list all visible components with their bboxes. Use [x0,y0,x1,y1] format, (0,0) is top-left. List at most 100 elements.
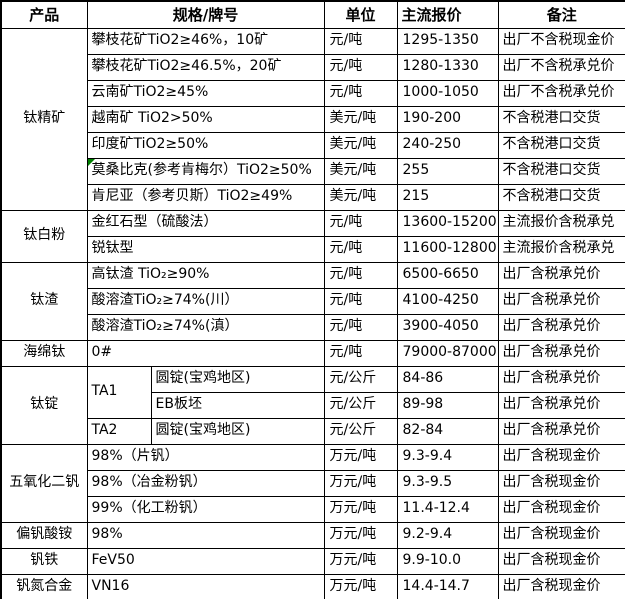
unit-cell-text: 元/吨 [329,240,363,257]
note-cell-text: 主流报价含税承兑 [502,214,615,231]
spec-cell: 圆锭(宝鸡地区) [150,365,325,393]
spec-cell: 莫桑比克(参考肯梅尔）TiO2≥50% [86,157,325,185]
spec-cell: 锐钛型 [86,235,325,263]
note-cell-text: 出厂含税承兑价 [502,396,601,413]
price-cell: 14.4-14.7 [396,573,499,599]
spec-cell-text: VN16 [91,578,130,595]
product-cell-text: 钛白粉 [23,227,66,244]
spec-cell: 肯尼亚（参考贝斯）TiO2≥49% [86,183,325,211]
price-cell-text: 14.4-14.7 [402,578,470,595]
note-cell: 出厂不含税承兑价 [497,79,625,107]
table-row: 攀枝花矿TiO2≥46.5%，20矿 元/吨 1280-1330 出厂不含税承兑价 [1,53,625,81]
spec-cell-text: 攀枝花矿TiO2≥46.5%，20矿 [91,58,282,75]
price-cell: 1280-1330 [396,53,499,81]
column-header-spec: 规格/牌号 [86,0,325,29]
note-cell: 出厂含税现金价 [497,573,625,599]
note-cell: 不含税港口交货 [497,105,625,133]
unit-cell: 美元/吨 [323,157,398,185]
note-cell: 主流报价含税承兑 [497,235,625,263]
table-header: 产品 规格/牌号 单位 主流报价 备注 [0,0,625,29]
unit-cell-text: 元/吨 [329,266,363,283]
grade-cell-text: TA1 [91,383,118,400]
unit-cell: 元/公斤 [323,365,398,393]
spec-cell: 云南矿TiO2≥45% [86,79,325,107]
note-cell: 出厂含税现金价 [497,495,625,523]
table-row: 钛白粉 金红石型（硫酸法） 元/吨 13600-15200 主流报价含税承兑 [0,209,625,263]
table-row: 99%（化工粉钒） 万元/吨 11.4-12.4 出厂含税现金价 [1,495,625,523]
unit-cell: 元/吨 [323,339,398,367]
note-cell-text: 不含税港口交货 [502,188,601,205]
spec-cell: 攀枝花矿TiO2≥46.5%，20矿 [86,53,325,81]
price-cell: 9.3-9.5 [396,469,499,497]
table-row: 云南矿TiO2≥45% 元/吨 1000-1050 出厂不含税承兑价 [1,79,625,107]
note-cell: 出厂含税承兑价 [497,365,625,393]
table-row: 酸溶渣TiO₂≥74%(川） 元/吨 4100-4250 出厂含税承兑价 [1,287,625,315]
table-row: 五氧化二钒 98%（片钒） 万元/吨 9.3-9.4 出厂含税现金价 [0,443,625,523]
spec-cell: 印度矿TiO2≥50% [86,131,325,159]
note-cell: 主流报价含税承兑 [497,209,625,237]
unit-cell-text: 元/吨 [329,344,363,361]
note-cell: 出厂含税承兑价 [497,417,625,445]
spec-cell-text: 高钛渣 TiO₂≥90% [91,266,210,283]
price-cell-text: 6500-6650 [402,266,479,283]
spec-cell: 越南矿 TiO2>50% [86,105,325,133]
unit-cell: 元/吨 [323,261,398,289]
price-cell-text: 9.2-9.4 [402,526,453,543]
spec-cell-text: 印度矿TiO2≥50% [91,136,209,153]
spec-cell: 金红石型（硫酸法） [86,209,325,237]
price-cell-text: 215 [402,188,430,205]
cell-corner-flag-icon [88,159,95,166]
price-cell-text: 190-200 [402,110,462,127]
price-cell: 1000-1050 [396,79,499,107]
price-cell: 11600-12800 [396,235,499,263]
price-cell-text: 3900-4050 [402,318,479,335]
price-cell-text: 240-250 [402,136,462,153]
price-cell-text: 255 [402,162,430,179]
unit-cell-text: 万元/吨 [329,552,377,569]
spec-cell-text: 莫桑比克(参考肯梅尔）TiO2≥50% [91,162,312,179]
spec-cell-text: 98%（冶金粉钒） [91,474,207,491]
note-cell-text: 出厂含税承兑价 [502,318,601,335]
price-cell: 4100-4250 [396,287,499,315]
table-row: 酸溶渣TiO₂≥74%(滇） 元/吨 3900-4050 出厂含税承兑价 [1,313,625,341]
spec-cell: 0# [86,339,325,367]
price-cell: 190-200 [396,105,499,133]
price-cell: 89-98 [396,391,499,419]
unit-cell: 美元/吨 [323,183,398,211]
spec-cell: 酸溶渣TiO₂≥74%(川） [86,287,325,315]
unit-cell: 元/吨 [323,313,398,341]
price-cell: 9.9-10.0 [396,547,499,575]
unit-cell-text: 万元/吨 [329,578,377,595]
unit-cell-text: 元/吨 [329,58,363,75]
price-cell-text: 4100-4250 [402,292,479,309]
unit-cell-text: 美元/吨 [329,136,377,153]
note-cell: 出厂含税承兑价 [497,391,625,419]
table-row: EB板坯 元/公斤 89-98 出厂含税承兑价 [1,391,625,419]
unit-cell: 元/公斤 [323,391,398,419]
unit-cell: 万元/吨 [323,495,398,523]
spec-cell-text: 越南矿 TiO2>50% [91,110,213,127]
note-cell-text: 出厂不含税承兑价 [502,84,615,101]
unit-cell-text: 元/吨 [329,32,363,49]
spec-cell-text: 攀枝花矿TiO2≥46%，10矿 [91,32,269,49]
spec-cell: VN16 [86,573,325,599]
price-cell-text: 1295-1350 [402,32,479,49]
table-row: 钛精矿 攀枝花矿TiO2≥46%，10矿 元/吨 1295-1350 出厂不含税现金价 [0,27,625,211]
price-cell-text: 82-84 [402,422,444,439]
table-row: 钒氮合金 VN16 万元/吨 14.4-14.7 出厂含税现金价 [0,573,625,599]
table-row: 偏钒酸铵 98% 万元/吨 9.2-9.4 出厂含税现金价 [0,521,625,549]
product-cell-text: 钒氮合金 [16,578,73,595]
unit-cell: 美元/吨 [323,131,398,159]
note-cell: 出厂含税现金价 [497,443,625,471]
table-row: 越南矿 TiO2>50% 美元/吨 190-200 不含税港口交货 [1,105,625,133]
unit-cell-text: 美元/吨 [329,110,377,127]
table-row: 98%（冶金粉钒） 万元/吨 9.3-9.5 出厂含税现金价 [1,469,625,497]
price-cell: 9.2-9.4 [396,521,499,549]
spec-cell: 98%（冶金粉钒） [86,469,325,497]
product-cell-text: 钛渣 [30,292,59,309]
note-cell-text: 出厂含税承兑价 [502,292,601,309]
note-cell-text: 不含税港口交货 [502,162,601,179]
note-cell-text: 出厂含税承兑价 [502,344,601,361]
